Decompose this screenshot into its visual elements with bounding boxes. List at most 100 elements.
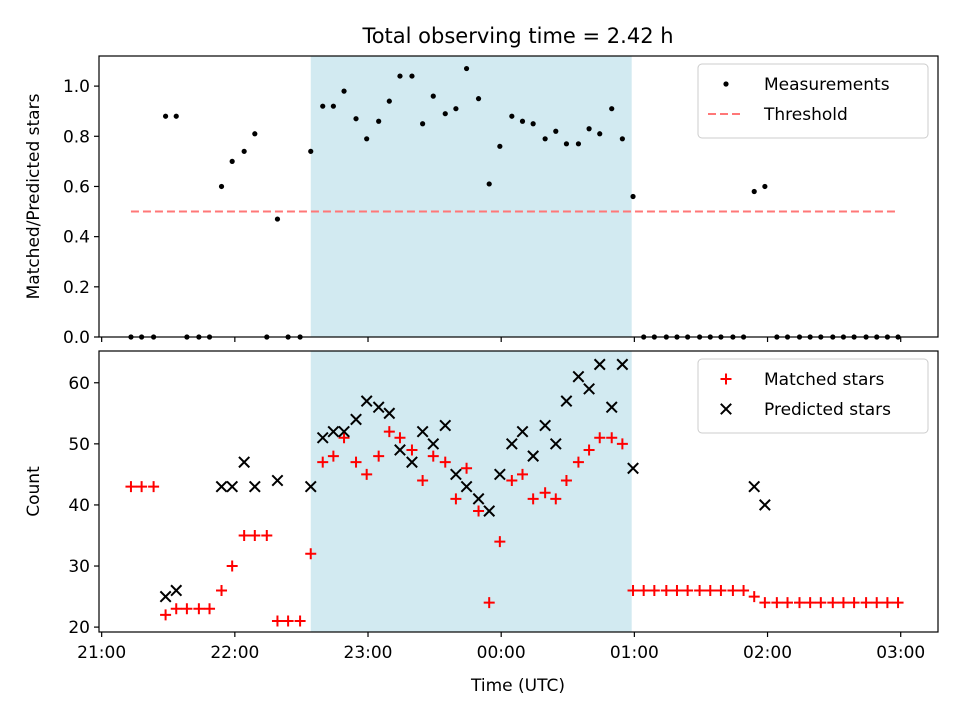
data-point <box>583 444 595 456</box>
data-point <box>420 121 426 127</box>
x-axis-label: Time (UTC) <box>470 676 565 696</box>
legend-box <box>697 358 929 434</box>
y-tick-label: 0.8 <box>63 127 90 147</box>
data-point <box>308 148 314 154</box>
data-point <box>327 425 340 438</box>
data-point <box>550 493 562 505</box>
data-point <box>148 481 160 493</box>
legend-marker-swatch <box>723 81 729 87</box>
legend-label: Threshold <box>763 105 848 125</box>
y-axis-label: Matched/Predicted stars <box>24 93 44 299</box>
bottom-panel-count: 20 30 40 50 60 21:00 22:00 23:00 00:00 01:00 02:00… <box>24 350 939 663</box>
data-point <box>353 116 359 122</box>
axes-frame <box>98 350 939 633</box>
data-point <box>627 462 639 475</box>
y-axis-label: Count <box>24 466 44 517</box>
highlight-span <box>310 56 632 337</box>
data-point <box>486 181 492 187</box>
data-point <box>394 444 406 456</box>
data-point <box>170 584 183 597</box>
data-point <box>483 505 496 517</box>
legend: Measurements Threshold <box>697 63 929 139</box>
top-panel-ratio: 0.0 0.2 0.4 0.6 0.8 1.0 Matched/Predicted star… <box>24 55 939 348</box>
data-point <box>373 450 385 462</box>
x-tick-label: 21:00 <box>77 643 126 663</box>
data-point <box>193 603 205 615</box>
data-point <box>350 456 362 468</box>
y-tick-label: 20 <box>68 618 90 638</box>
data-point <box>338 432 350 444</box>
data-point <box>271 474 284 487</box>
data-point <box>738 584 750 596</box>
data-point <box>473 505 485 517</box>
data-point <box>660 584 672 596</box>
data-point <box>170 603 182 615</box>
data-point <box>605 401 618 414</box>
data-point <box>248 480 261 493</box>
data-point <box>727 584 739 596</box>
data-point <box>519 118 526 124</box>
data-point <box>453 106 459 112</box>
data-point <box>616 438 628 450</box>
data-point <box>648 584 660 596</box>
data-point <box>364 136 370 142</box>
y-tick-label: 50 <box>68 435 90 455</box>
data-point <box>350 413 362 426</box>
legend-label: Measurements <box>764 75 890 95</box>
data-point <box>751 188 757 195</box>
data-point <box>226 480 239 493</box>
data-point <box>386 98 392 104</box>
data-point <box>136 481 148 493</box>
data-point <box>516 425 529 438</box>
data-point <box>409 73 415 79</box>
data-point <box>527 450 540 462</box>
x-tick-label: 23:00 <box>344 643 393 663</box>
legend-marker-swatch <box>720 403 732 415</box>
data-point <box>815 597 827 609</box>
y-tick-label: 0.4 <box>63 228 90 248</box>
legend-box <box>697 63 929 139</box>
data-point <box>341 88 347 94</box>
x-tick-label: 02:00 <box>743 643 792 663</box>
data-point <box>430 93 436 99</box>
axes-frame <box>98 55 939 338</box>
data-point <box>505 437 518 450</box>
data-point <box>427 450 439 462</box>
data-point <box>338 425 350 438</box>
data-point <box>509 113 515 119</box>
data-point <box>282 615 294 627</box>
data-point <box>572 370 585 383</box>
data-point <box>376 118 382 124</box>
data-point <box>160 609 172 621</box>
data-point <box>560 475 572 487</box>
data-point <box>229 158 235 164</box>
data-point <box>226 560 238 572</box>
x-tick-label: 01:00 <box>610 643 659 663</box>
x-tick-label: 22:00 <box>210 643 259 663</box>
legend-label: Predicted stars <box>764 400 891 420</box>
data-point <box>759 597 771 609</box>
data-point <box>383 407 396 420</box>
data-point <box>274 216 281 222</box>
data-point <box>450 493 462 505</box>
data-point <box>372 401 385 414</box>
data-point <box>238 529 250 541</box>
legend-label: Matched stars <box>764 370 884 390</box>
data-point <box>609 106 615 112</box>
y-tick-label: 40 <box>68 496 90 516</box>
y-tick-label: 1.0 <box>63 77 90 97</box>
data-point <box>527 493 539 505</box>
data-point <box>361 468 373 480</box>
data-point <box>494 536 506 548</box>
data-point <box>159 590 172 603</box>
y-tick-label: 0.6 <box>63 177 90 197</box>
data-point <box>506 475 518 487</box>
data-point <box>360 395 373 407</box>
data-point <box>575 141 582 147</box>
data-point <box>583 382 595 395</box>
data-point <box>782 597 794 609</box>
data-point <box>204 603 216 615</box>
data-point <box>619 136 625 142</box>
data-point <box>320 103 326 109</box>
